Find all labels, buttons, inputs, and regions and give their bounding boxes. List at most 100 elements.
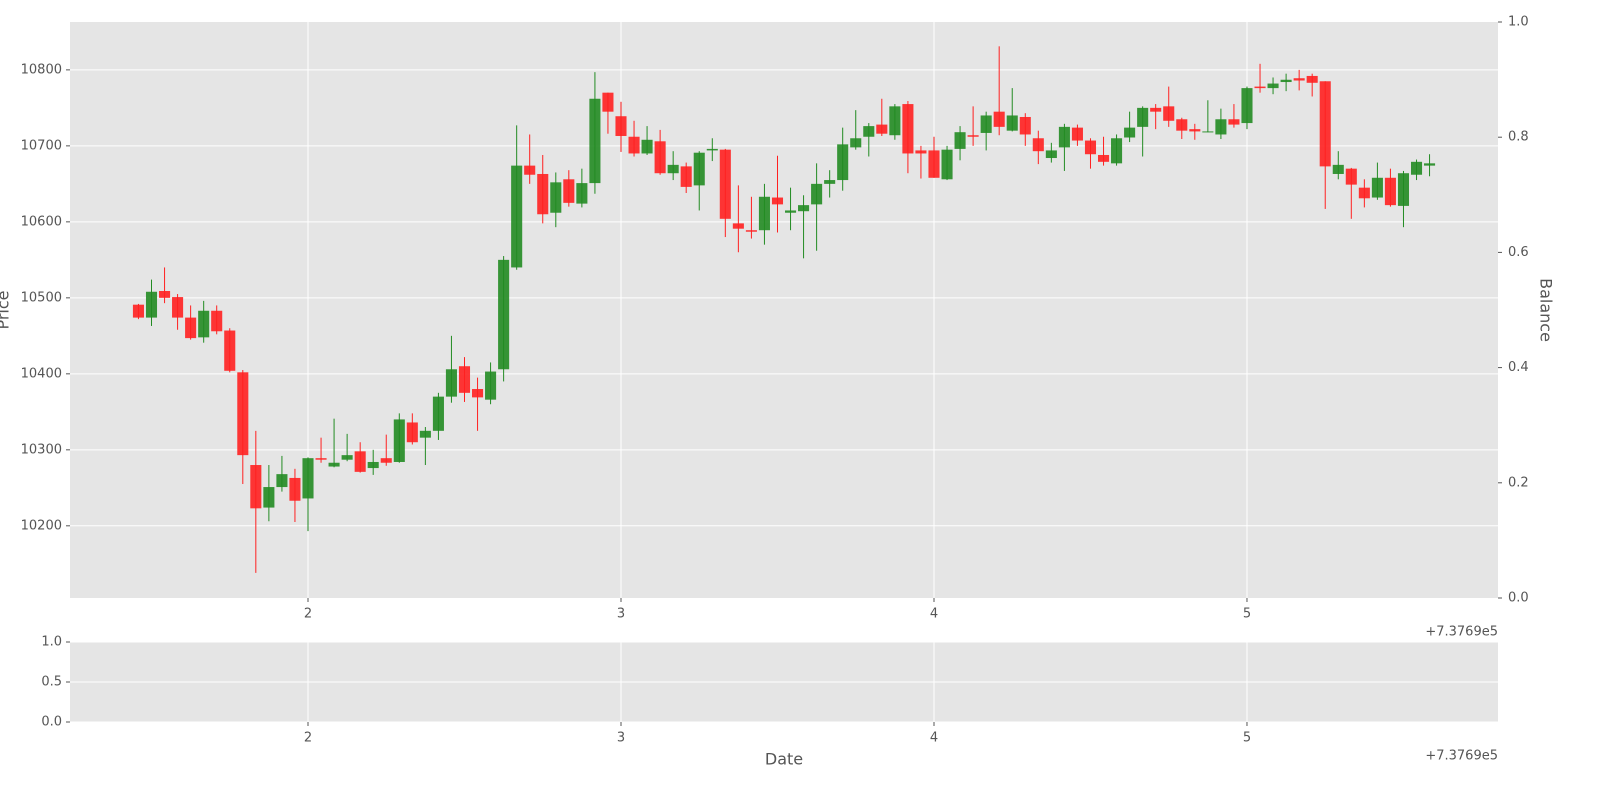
y2-tick-label: 0.8 bbox=[1508, 130, 1529, 145]
x-tick-label: 2 bbox=[304, 731, 312, 746]
candle-body bbox=[1019, 116, 1031, 135]
candle-body bbox=[537, 173, 549, 215]
candle-body bbox=[837, 144, 849, 181]
y-tick-label: 10600 bbox=[21, 214, 62, 229]
candle-body bbox=[145, 291, 158, 318]
candle-body bbox=[1202, 131, 1214, 133]
candle-body bbox=[1163, 106, 1175, 121]
candle-body bbox=[237, 372, 249, 456]
candle-body bbox=[589, 98, 601, 184]
candle-body bbox=[406, 422, 418, 443]
plot-area bbox=[70, 22, 1498, 598]
candle-body bbox=[941, 149, 953, 180]
candle-body bbox=[498, 259, 510, 370]
candle-body bbox=[1345, 168, 1357, 185]
y2-tick-label: 1.0 bbox=[1508, 15, 1529, 30]
candle-body bbox=[302, 458, 314, 499]
candle-body bbox=[1371, 177, 1383, 198]
candle-body bbox=[1150, 107, 1162, 112]
candle-body bbox=[680, 166, 692, 187]
candle-body bbox=[550, 182, 562, 213]
candle-body bbox=[771, 197, 784, 205]
candle-body bbox=[954, 132, 966, 149]
candle-body bbox=[380, 458, 392, 463]
candle-body bbox=[185, 317, 197, 339]
x-axis-label: Date bbox=[765, 750, 803, 769]
candle-body bbox=[432, 396, 444, 431]
candle-body bbox=[602, 92, 614, 112]
candle-body bbox=[276, 474, 288, 488]
candle-body bbox=[1176, 119, 1188, 131]
x-offset-label: +7.3769e5 bbox=[1425, 749, 1498, 764]
candle-body bbox=[1189, 129, 1201, 132]
y2-tick-label: 0.6 bbox=[1508, 245, 1529, 260]
candle-body bbox=[1397, 173, 1410, 206]
candle-body bbox=[1384, 177, 1396, 206]
y-tick-label: 0.5 bbox=[41, 675, 62, 690]
candle-body bbox=[524, 165, 536, 175]
candle-body bbox=[211, 310, 223, 332]
candle-body bbox=[745, 230, 757, 232]
candle-body bbox=[1306, 75, 1318, 83]
y2-tick-label: 0.4 bbox=[1508, 360, 1529, 375]
candle-body bbox=[693, 152, 705, 186]
candle-body bbox=[1358, 187, 1370, 199]
candle-body bbox=[393, 419, 405, 462]
candle-body bbox=[1228, 119, 1240, 125]
candle-body bbox=[706, 148, 718, 151]
candle-body bbox=[159, 291, 171, 298]
candle-body bbox=[289, 477, 301, 501]
candle-body bbox=[1280, 79, 1292, 83]
y-tick-label: 0.0 bbox=[41, 715, 62, 730]
candle-body bbox=[132, 304, 144, 318]
candle-body bbox=[641, 139, 653, 154]
candle-body bbox=[850, 138, 862, 148]
candle-body bbox=[224, 330, 236, 371]
candle-body bbox=[263, 487, 275, 508]
candle-body bbox=[967, 135, 979, 137]
x-tick-label: 3 bbox=[617, 731, 625, 746]
candle-body bbox=[485, 371, 497, 400]
y2-tick-label: 0.0 bbox=[1508, 591, 1529, 606]
candle-body bbox=[615, 116, 627, 136]
candle-body bbox=[328, 462, 340, 467]
candle-body bbox=[315, 458, 327, 460]
candle-body bbox=[824, 180, 836, 184]
y2-tick-label: 0.2 bbox=[1508, 475, 1529, 490]
candle-body bbox=[889, 106, 901, 136]
candle-body bbox=[719, 149, 731, 219]
candle-body bbox=[1071, 127, 1083, 141]
y-tick-label: 10200 bbox=[21, 518, 62, 533]
candle-body bbox=[458, 366, 471, 393]
candle-body bbox=[980, 115, 992, 133]
y-tick-label: 1.0 bbox=[41, 635, 62, 650]
candle-body bbox=[511, 165, 523, 268]
candle-body bbox=[250, 465, 262, 509]
x-tick-label: 3 bbox=[617, 607, 625, 622]
candle-body bbox=[1241, 88, 1253, 124]
candle-body bbox=[576, 183, 588, 204]
candle-body bbox=[354, 451, 366, 472]
candle-body bbox=[1111, 138, 1123, 164]
y-tick-label: 10700 bbox=[21, 138, 62, 153]
candle-body bbox=[172, 297, 184, 318]
y-axis-label: Price bbox=[0, 290, 13, 329]
candle-body bbox=[1124, 127, 1136, 138]
candle-body bbox=[198, 310, 210, 338]
candle-body bbox=[667, 164, 679, 174]
y-tick-label: 10400 bbox=[21, 366, 62, 381]
candle-body bbox=[367, 461, 379, 469]
candle-body bbox=[876, 124, 888, 134]
candle-body bbox=[1137, 107, 1149, 127]
candle-body bbox=[798, 205, 810, 212]
candle-body bbox=[928, 150, 940, 178]
candle-body bbox=[811, 183, 823, 205]
x-tick-label: 5 bbox=[1243, 607, 1251, 622]
candle-body bbox=[1032, 138, 1044, 152]
candle-body bbox=[863, 126, 875, 137]
candle-body bbox=[1332, 164, 1344, 174]
candle-body bbox=[1410, 161, 1423, 175]
candle-body bbox=[1006, 115, 1018, 131]
